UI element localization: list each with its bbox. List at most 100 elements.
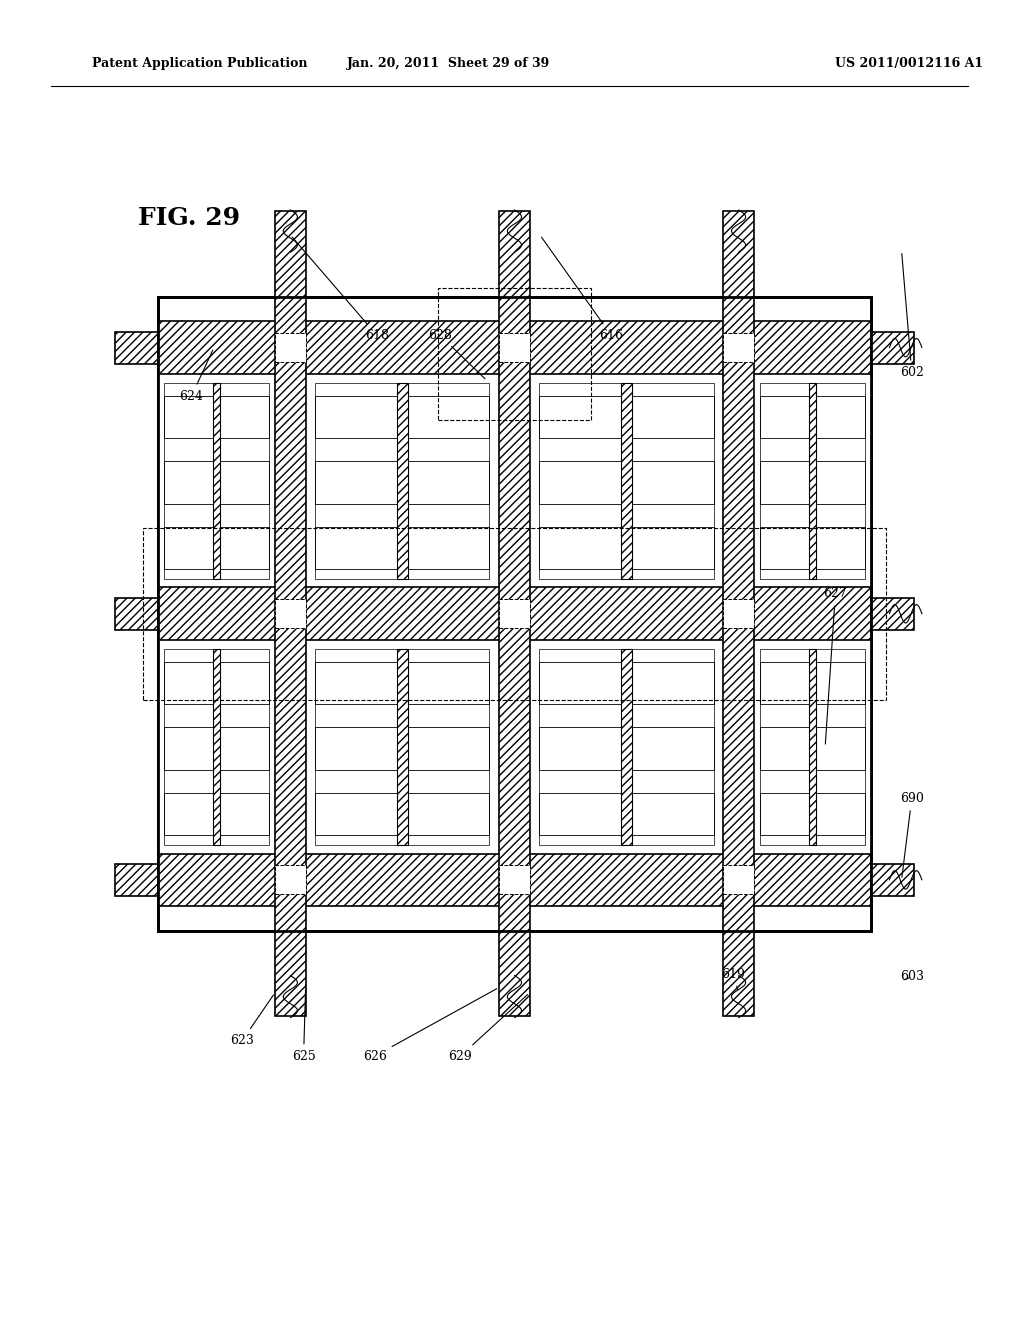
Bar xyxy=(809,648,816,845)
Bar xyxy=(871,865,913,896)
Text: FIG. 29: FIG. 29 xyxy=(137,206,240,230)
Bar xyxy=(164,383,269,579)
Text: US 2011/0012116 A1: US 2011/0012116 A1 xyxy=(836,57,983,70)
Bar xyxy=(115,598,158,630)
Bar xyxy=(816,727,865,770)
Bar xyxy=(164,792,213,836)
Bar xyxy=(816,396,865,438)
Bar xyxy=(142,528,887,700)
Bar xyxy=(760,396,809,438)
Bar xyxy=(622,648,632,845)
Bar xyxy=(816,461,865,504)
Bar xyxy=(408,727,489,770)
Bar xyxy=(158,297,871,931)
Bar xyxy=(164,727,213,770)
Bar xyxy=(540,527,622,569)
Bar xyxy=(408,461,489,504)
Bar xyxy=(158,321,871,374)
Bar xyxy=(220,527,269,569)
Bar xyxy=(723,333,754,362)
Bar xyxy=(760,727,809,770)
Bar xyxy=(540,396,622,438)
Bar xyxy=(397,383,408,579)
Bar xyxy=(315,383,489,579)
Bar xyxy=(540,727,622,770)
Bar xyxy=(315,648,489,845)
Bar xyxy=(499,599,529,628)
Text: 618: 618 xyxy=(292,238,389,342)
Bar xyxy=(760,648,865,845)
Bar xyxy=(305,640,499,854)
Bar xyxy=(158,640,275,854)
Bar xyxy=(723,866,754,895)
Bar xyxy=(315,461,397,504)
Bar xyxy=(408,792,489,836)
Bar xyxy=(164,661,213,705)
Bar xyxy=(397,648,408,845)
Bar xyxy=(408,527,489,569)
Bar xyxy=(164,396,213,438)
Bar xyxy=(315,383,489,579)
Bar xyxy=(540,383,714,579)
Text: 619: 619 xyxy=(722,968,745,990)
Bar xyxy=(760,461,809,504)
Bar xyxy=(220,792,269,836)
Bar xyxy=(540,648,714,845)
Bar xyxy=(871,598,913,630)
Bar xyxy=(315,661,397,705)
Bar xyxy=(315,727,397,770)
Bar xyxy=(213,648,220,845)
Bar xyxy=(760,661,809,705)
Bar xyxy=(529,640,723,854)
Bar xyxy=(540,383,714,579)
Bar xyxy=(115,865,158,896)
Bar xyxy=(315,383,489,579)
Bar xyxy=(632,527,714,569)
Bar xyxy=(760,792,809,836)
Bar xyxy=(164,648,269,845)
Bar xyxy=(164,461,213,504)
Text: 625: 625 xyxy=(292,990,315,1063)
Bar xyxy=(275,333,305,362)
Bar xyxy=(275,866,305,895)
Bar xyxy=(220,396,269,438)
Bar xyxy=(760,648,865,845)
Bar xyxy=(499,333,529,362)
Bar xyxy=(816,661,865,705)
Bar xyxy=(540,383,714,579)
Bar xyxy=(816,527,865,569)
Bar xyxy=(115,331,158,363)
Bar xyxy=(723,599,754,628)
Text: 626: 626 xyxy=(362,989,497,1063)
Bar xyxy=(754,374,871,587)
Bar xyxy=(622,383,632,579)
Bar xyxy=(164,383,269,579)
Bar xyxy=(632,727,714,770)
Bar xyxy=(540,661,622,705)
Bar xyxy=(760,383,865,579)
Bar xyxy=(632,792,714,836)
Text: 628: 628 xyxy=(428,329,485,379)
Text: 623: 623 xyxy=(230,995,273,1047)
Bar xyxy=(760,383,865,579)
Bar xyxy=(164,648,269,845)
Bar xyxy=(275,211,305,1016)
Bar xyxy=(315,792,397,836)
Bar xyxy=(164,527,213,569)
Bar xyxy=(158,297,871,931)
Text: Patent Application Publication: Patent Application Publication xyxy=(92,57,307,70)
Bar xyxy=(438,288,591,420)
Bar xyxy=(499,211,529,1016)
Bar xyxy=(809,383,816,579)
Text: Jan. 20, 2011  Sheet 29 of 39: Jan. 20, 2011 Sheet 29 of 39 xyxy=(346,57,550,70)
Bar xyxy=(158,587,871,640)
Bar xyxy=(760,648,865,845)
Bar xyxy=(499,866,529,895)
Bar xyxy=(632,461,714,504)
Bar xyxy=(871,331,913,363)
Bar xyxy=(315,527,397,569)
Bar xyxy=(158,374,275,587)
Bar xyxy=(529,374,723,587)
Text: 602: 602 xyxy=(900,253,924,379)
Bar xyxy=(305,374,499,587)
